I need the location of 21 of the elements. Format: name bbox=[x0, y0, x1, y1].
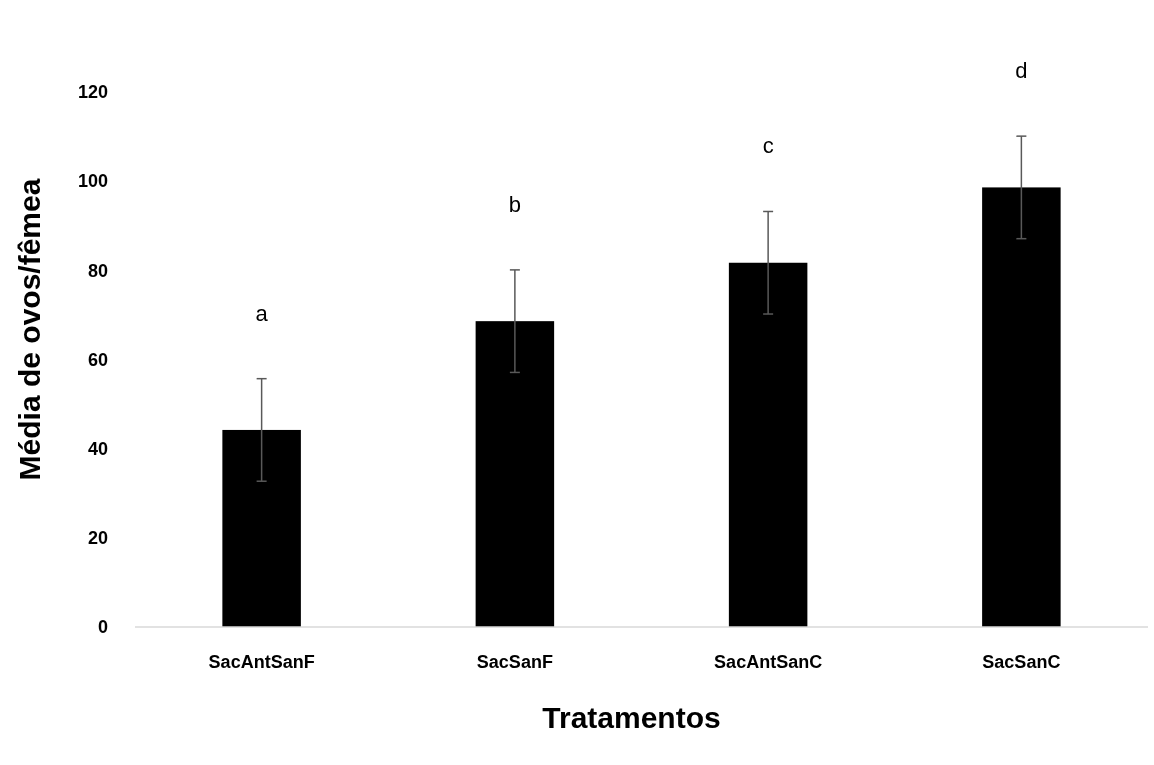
y-tick-label: 0 bbox=[97, 617, 108, 638]
y-tick-label: 100 bbox=[77, 171, 108, 192]
text: d bbox=[1015, 58, 1028, 84]
annotation: c bbox=[762, 133, 774, 159]
x-axis-title: Tratamentos bbox=[542, 701, 721, 734]
bar bbox=[982, 187, 1061, 627]
y-tick-label: 120 bbox=[77, 82, 108, 103]
x-tick-label: SacAntSanF bbox=[208, 652, 315, 672]
y-tick-label: 40 bbox=[87, 438, 108, 459]
y-axis-title: Média de ovos/fêmea bbox=[13, 178, 46, 481]
y-tick-label: 20 bbox=[87, 528, 108, 549]
annotation: b bbox=[508, 191, 521, 217]
y-tick-label: 60 bbox=[87, 349, 108, 370]
bar bbox=[728, 262, 808, 627]
bar bbox=[222, 429, 301, 627]
bar bbox=[475, 321, 555, 627]
annotation: a bbox=[255, 300, 269, 326]
y-tick-label: 80 bbox=[87, 260, 108, 281]
x-tick-label: SacAntSanC bbox=[714, 652, 823, 672]
x-tick-label: SacSanF bbox=[476, 652, 553, 672]
x-tick-label: SacSanC bbox=[982, 652, 1061, 672]
